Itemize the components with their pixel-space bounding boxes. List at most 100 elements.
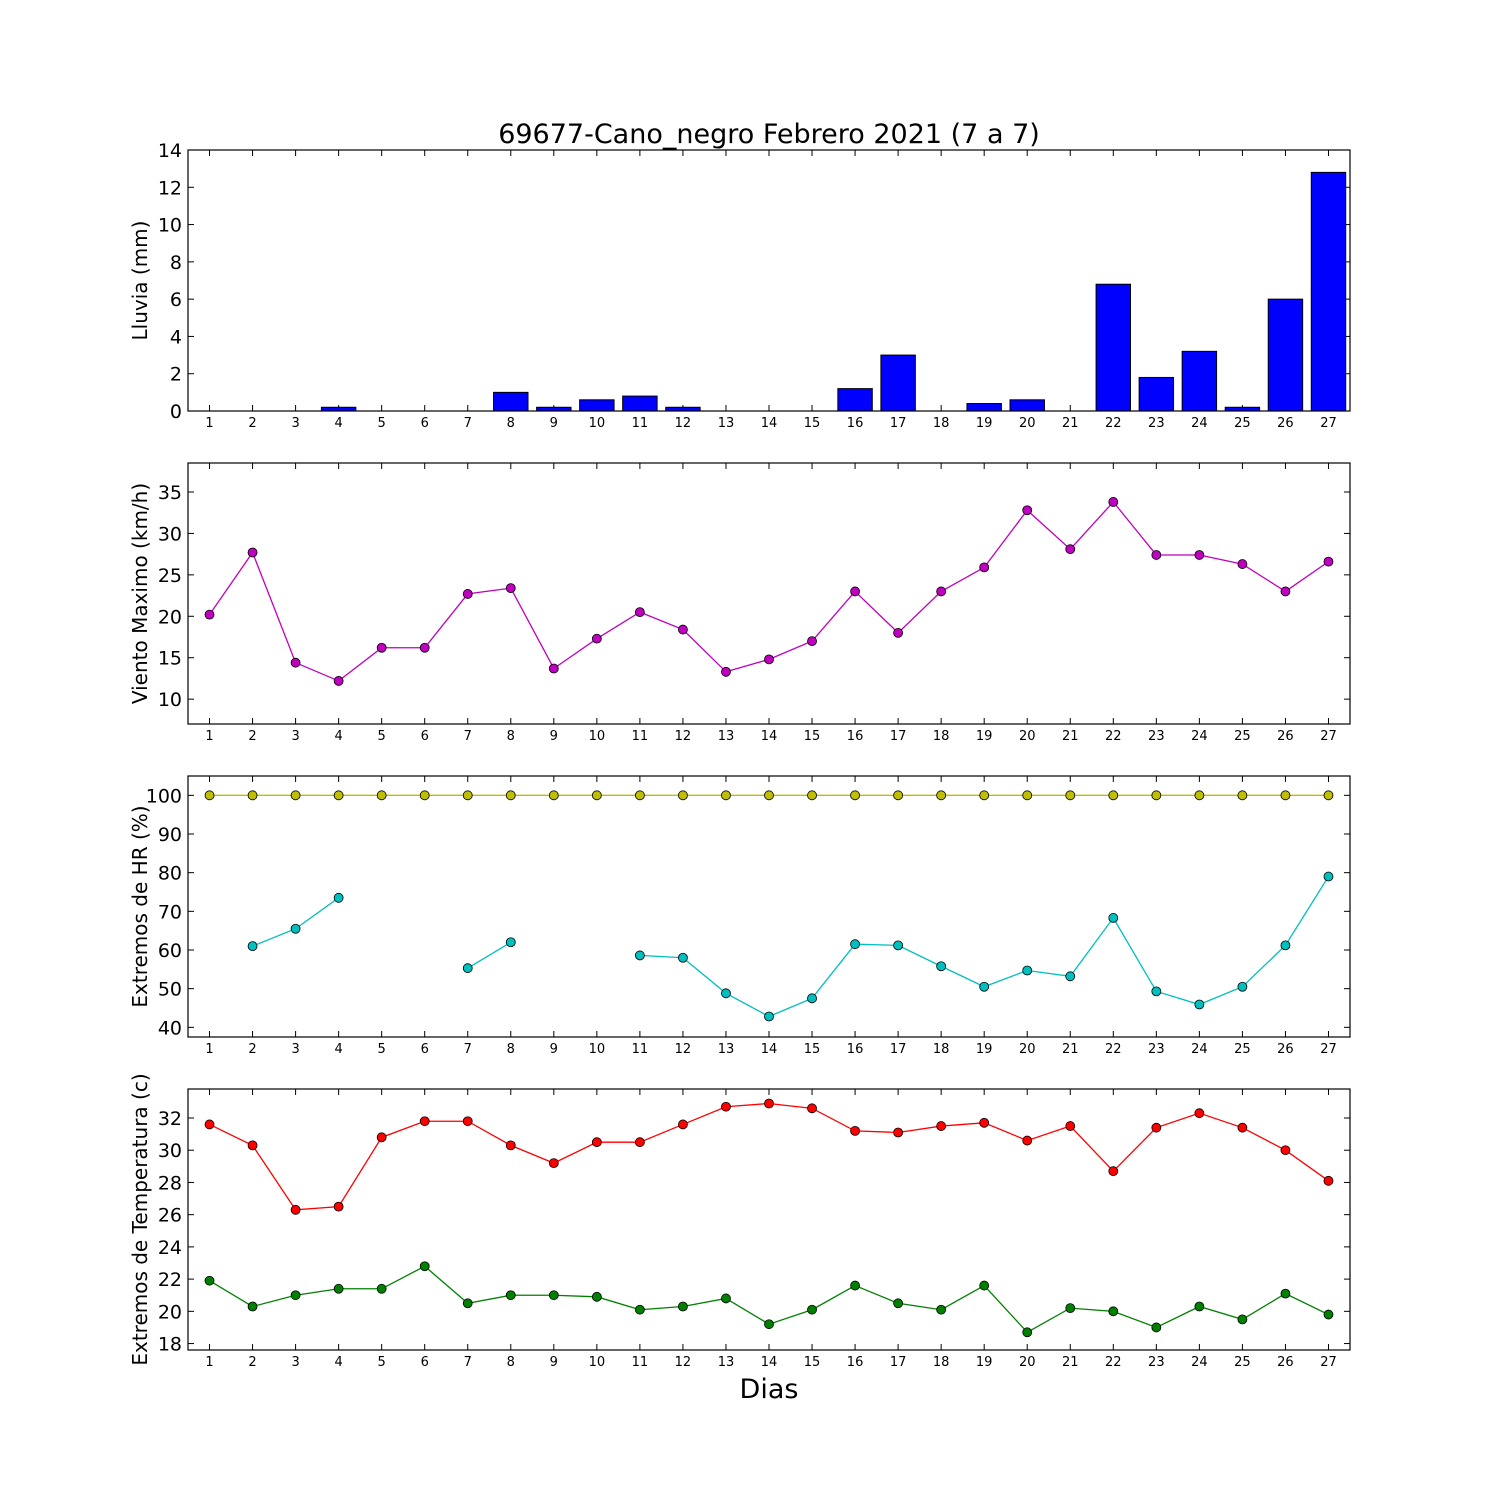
data-point (462, 1116, 473, 1127)
data-point (462, 963, 473, 974)
data-point (634, 1304, 645, 1315)
data-point (979, 1280, 990, 1291)
data-point (1280, 790, 1291, 801)
x-tick-label: 16 (847, 416, 864, 431)
x-tick-label: 19 (976, 729, 993, 744)
x-tick-label: 6 (421, 416, 429, 431)
x-tick-label: 18 (933, 1355, 950, 1370)
x-tick-label: 27 (1320, 729, 1337, 744)
x-tick-label: 6 (421, 1355, 429, 1370)
x-tick-label: 18 (933, 729, 950, 744)
x-tick-label: 4 (334, 729, 342, 744)
x-tick-label: 5 (378, 1042, 386, 1057)
y-tick-label: 6 (170, 289, 182, 311)
data-point (591, 1137, 602, 1148)
y-tick-label: 30 (158, 1140, 182, 1162)
x-tick-label: 13 (718, 1355, 735, 1370)
x-tick-label: 24 (1191, 729, 1208, 744)
x-tick-label: 8 (507, 1042, 515, 1057)
x-tick-label: 24 (1191, 1042, 1208, 1057)
y-tick-label: 20 (158, 1301, 182, 1323)
bar (966, 403, 1002, 412)
x-tick-label: 2 (248, 1355, 256, 1370)
data-point (1065, 790, 1076, 801)
data-point (1108, 913, 1119, 923)
data-point (850, 939, 860, 950)
x-tick-label: 10 (589, 1355, 606, 1370)
y-tick-label: 10 (158, 215, 182, 237)
x-tick-label: 23 (1148, 1355, 1165, 1370)
data-point (807, 790, 817, 801)
data-point (548, 790, 559, 801)
data-point (419, 1116, 430, 1127)
x-tick-label: 19 (976, 1355, 993, 1370)
y-tick-label: 10 (158, 689, 182, 711)
x-tick-label: 3 (291, 729, 299, 744)
y-axis-label: Lluvia (mm) (128, 221, 152, 341)
data-point (1151, 1322, 1162, 1333)
x-tick-label: 1 (205, 729, 213, 744)
data-point (1194, 1301, 1205, 1312)
data-point (1237, 559, 1248, 569)
y-tick-label: 90 (158, 824, 182, 846)
x-tick-label: 4 (334, 416, 342, 431)
series-line (467, 941, 512, 969)
data-point (505, 937, 516, 948)
y-tick-label: 2 (170, 364, 182, 386)
data-point (764, 654, 774, 665)
x-tick-label: 15 (804, 416, 821, 431)
data-point (505, 790, 516, 801)
bar (880, 354, 916, 412)
bar (1138, 376, 1175, 412)
data-point (1022, 790, 1033, 801)
y-tick-label: 24 (158, 1237, 182, 1259)
data-point (419, 790, 430, 801)
x-tick-label: 20 (1019, 1042, 1036, 1057)
data-point (979, 562, 990, 573)
y-tick-label: 26 (158, 1205, 182, 1227)
data-point (1108, 790, 1119, 801)
x-tick-label: 25 (1234, 416, 1251, 431)
x-tick-label: 10 (589, 416, 606, 431)
x-tick-label: 9 (550, 416, 558, 431)
y-tick-label: 8 (170, 252, 182, 274)
data-point (1151, 790, 1162, 801)
data-point (807, 636, 817, 647)
data-point (1280, 1145, 1291, 1156)
x-tick-label: 25 (1234, 1355, 1251, 1370)
data-point (1323, 1175, 1334, 1186)
data-point (634, 950, 645, 961)
data-point (1108, 497, 1119, 507)
data-point (204, 790, 215, 801)
data-point (936, 1304, 947, 1315)
x-tick-label: 12 (675, 416, 692, 431)
x-tick-label: 9 (550, 729, 558, 744)
data-point (721, 1101, 731, 1112)
x-tick-label: 25 (1234, 1042, 1251, 1057)
data-point (634, 607, 645, 618)
x-tick-label: 12 (675, 729, 692, 744)
x-tick-label: 20 (1019, 1355, 1036, 1370)
y-axis-label: Extremos de HR (%) (128, 805, 152, 1007)
bar (1095, 283, 1132, 412)
data-point (462, 589, 473, 599)
x-tick-label: 21 (1062, 729, 1079, 744)
data-point (764, 1319, 774, 1330)
y-tick-label: 28 (158, 1172, 182, 1194)
y-tick-label: 60 (158, 940, 182, 962)
data-point (1194, 550, 1205, 560)
x-tick-label: 2 (248, 416, 256, 431)
x-tick-label: 6 (421, 729, 429, 744)
x-tick-label: 9 (550, 1355, 558, 1370)
x-tick-label: 23 (1148, 416, 1165, 431)
y-tick-label: 100 (146, 785, 182, 807)
x-tick-label: 8 (507, 416, 515, 431)
figure-title: 69677-Cano_negro Febrero 2021 (7 a 7) (498, 119, 1040, 150)
data-point (1194, 790, 1205, 801)
data-point (1280, 1288, 1291, 1299)
y-tick-label: 40 (158, 1017, 182, 1039)
data-point (893, 627, 904, 638)
x-tick-label: 19 (976, 1042, 993, 1057)
